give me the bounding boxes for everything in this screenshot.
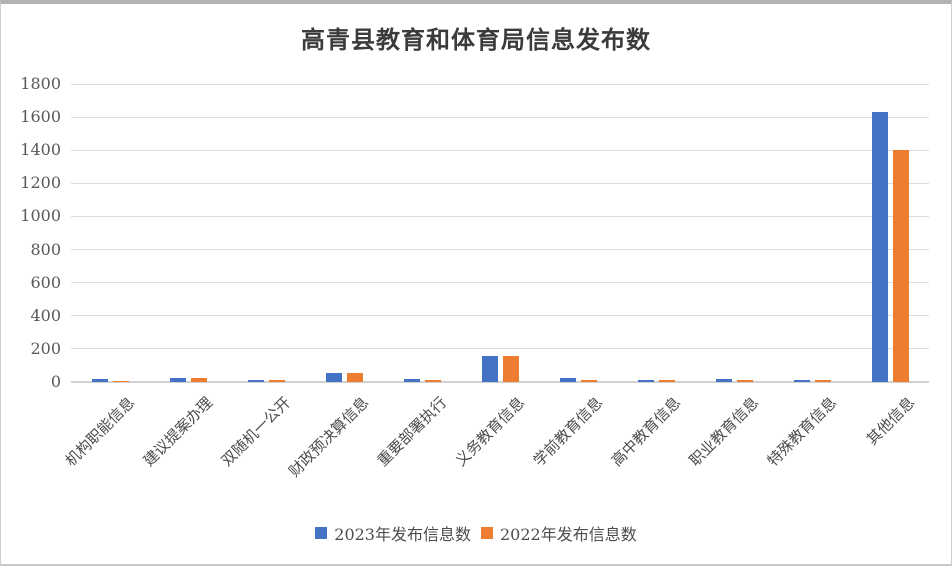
x-category-label: 建议提案办理 [139,393,217,470]
y-axis: 0 200 400 600 800 1000 1200 1400 1600 1800 [1,74,61,391]
gridline [71,149,929,151]
bar-series-1-cat-7 [560,377,576,382]
legend-label: 2022年发布信息数 [500,525,637,544]
y-tick-label: 1000 [20,206,61,226]
gridline [71,116,929,118]
bar-series-1-cat-5 [404,379,420,382]
x-category-label: 机构职能信息 [61,393,139,470]
y-tick-label: 200 [30,338,61,358]
x-category-label: 特殊教育信息 [763,393,841,470]
y-tick-label: 1200 [20,173,61,193]
y-tick-label: 400 [30,305,61,325]
bar-series-2-cat-9 [737,379,753,382]
bar-series-1-cat-11 [872,112,888,382]
bar-series-2-cat-10 [815,379,831,382]
legend-label: 2023年发布信息数 [334,525,471,544]
gridline [71,83,929,85]
bar-series-2-cat-3 [269,380,285,382]
legend-item-1: 2023年发布信息数 [315,521,471,545]
bar-series-1-cat-8 [638,379,654,382]
legend-swatch [315,527,328,539]
gridline [71,282,929,284]
bar-series-2-cat-4 [347,372,363,382]
bar-series-2-cat-1 [113,380,129,382]
x-category-label: 财政预决算信息 [285,393,373,481]
y-tick-label: 800 [30,239,61,259]
bar-series-2-cat-8 [659,380,675,382]
legend-item-2: 2022年发布信息数 [481,521,637,545]
x-category-label: 重要部署执行 [373,393,451,470]
x-category-label: 学前教育信息 [529,393,607,470]
legend: 2023年发布信息数 2022年发布信息数 [1,521,951,545]
bar-series-1-cat-2 [170,377,186,382]
gridline [71,249,929,251]
y-tick-label: 600 [30,272,61,292]
x-category-label: 双随机一公开 [217,393,295,470]
legend-swatch [481,527,493,539]
gridline [71,215,929,217]
bar-series-2-cat-11 [893,150,909,382]
y-tick-label: 0 [50,372,61,391]
bar-series-2-cat-7 [581,379,597,382]
y-tick-label: 1400 [20,140,61,160]
x-category-label: 职业教育信息 [685,393,763,470]
x-axis-line [71,381,929,383]
gridline [71,348,929,350]
bar-series-1-cat-1 [92,378,108,382]
x-category-label: 高中教育信息 [607,393,685,470]
bar-series-1-cat-6 [482,355,498,382]
y-tick-label: 1800 [20,74,61,93]
chart-title: 高青县教育和体育局信息发布数 [301,25,651,54]
gridline [71,182,929,184]
bar-series-1-cat-4 [326,372,342,382]
gridline [71,315,929,317]
bar-series-2-cat-6 [503,355,519,382]
plot-area [71,83,929,383]
x-category-label: 其他信息 [862,393,919,449]
bar-series-1-cat-3 [248,379,264,382]
bar-series-2-cat-2 [191,378,207,382]
y-tick-label: 1600 [20,107,61,127]
bar-series-1-cat-10 [794,379,810,382]
x-category-label: 义务教育信息 [451,393,529,470]
bar-series-2-cat-5 [425,379,441,382]
bar-series-1-cat-9 [716,379,732,382]
